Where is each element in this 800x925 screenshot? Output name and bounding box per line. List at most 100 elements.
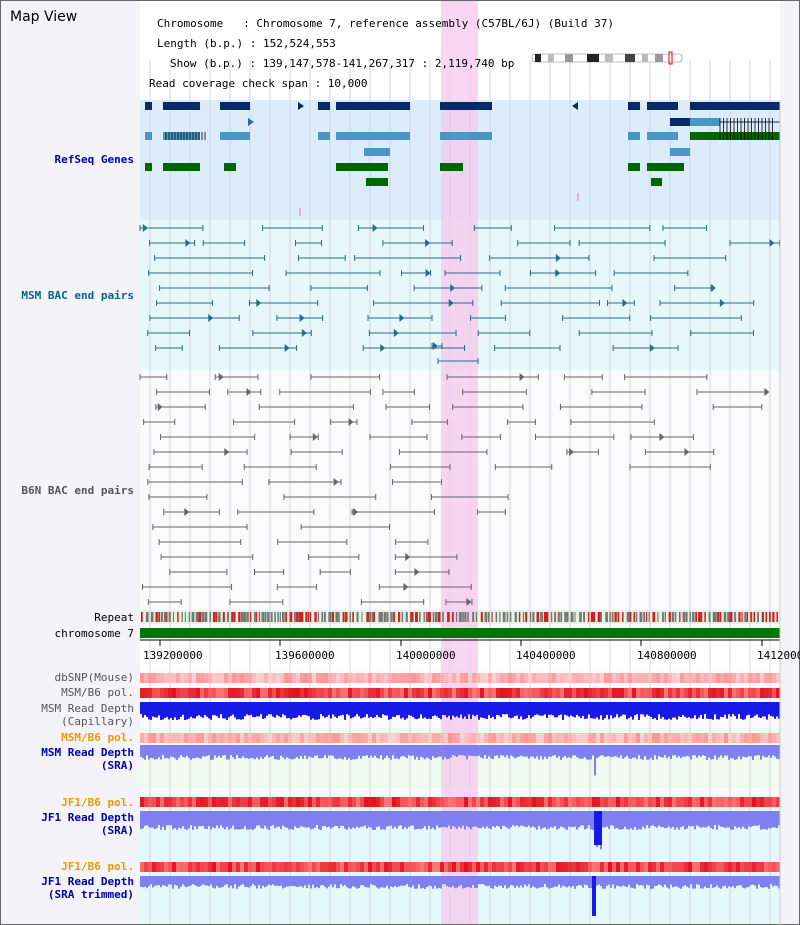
jf1-sra-depth-bar: [624, 811, 626, 827]
msm-capillary-depth-bar: [732, 702, 734, 715]
jf1-trimmed-depth-bar: [222, 876, 224, 887]
msm-capillary-depth-bar: [486, 702, 488, 720]
msm-pol-2-cell: [336, 733, 340, 743]
jf1-trimmed-depth-bar: [432, 876, 434, 889]
msm-sra-depth-bar: [730, 745, 732, 759]
msm-pol-2-cell: [500, 733, 504, 743]
msm-sra-depth-bar: [440, 745, 442, 757]
msm-capillary-depth-bar: [178, 702, 180, 720]
msm-sra-depth-bar: [618, 745, 620, 758]
dbsnp-density-cell: [196, 673, 200, 683]
msm-pol-cell: [580, 688, 584, 698]
msm-sra-depth-bar: [438, 745, 440, 757]
msm-capillary-depth-bar: [710, 702, 712, 720]
jf1-sra-depth-bar: [556, 811, 558, 830]
msm-sra-depth-bar: [344, 745, 346, 757]
msm-pol-cell: [364, 688, 368, 698]
jf1-pol-2-cell: [580, 862, 584, 872]
jf1-pol-cell: [440, 797, 444, 807]
msm-pol-2-cell: [188, 733, 192, 743]
msm-pol-2-cell: [460, 733, 464, 743]
msm-pol-cell: [700, 688, 704, 698]
jf1-pol-2-cell: [668, 862, 672, 872]
jf1-pol-cell: [396, 797, 400, 807]
jf1-pol-cell: [760, 797, 764, 807]
jf1-trimmed-depth-bar: [600, 876, 602, 887]
msm-sra-depth-bar: [742, 745, 744, 757]
msm-sra-depth-bar: [652, 745, 654, 760]
bac-end-marker: [649, 344, 655, 352]
jf1-pol-cell: [728, 797, 732, 807]
dbsnp-density-cell: [740, 673, 744, 683]
bac-end-marker: [414, 568, 420, 576]
msm-sra-depth-bar: [578, 745, 580, 759]
jf1-pol-2-cell: [152, 862, 156, 872]
jf1-trimmed-depth-bar: [544, 876, 546, 885]
dbsnp-density-cell: [272, 673, 276, 683]
msm-sra-depth-bar: [144, 745, 146, 760]
jf1-pol-cell: [656, 797, 660, 807]
jf1-pol-cell: [572, 797, 576, 807]
jf1-pol-2-cell: [528, 862, 532, 872]
msm-pol-2-cell: [388, 733, 392, 743]
jf1-pol-2-cell: [244, 862, 248, 872]
bac-end-marker: [569, 448, 575, 456]
gene-exon: [440, 163, 463, 171]
jf1-sra-depth-bar: [430, 811, 432, 829]
msm-capillary-depth-bar: [264, 702, 266, 719]
track-label-b6n-bac[interactable]: B6N BAC end pairs: [21, 484, 134, 497]
msm-capillary-depth-bar: [696, 702, 698, 720]
dbsnp-density-cell: [336, 673, 340, 683]
jf1-trimmed-depth-bar: [252, 876, 254, 885]
jf1-trimmed-depth-bar: [554, 876, 556, 887]
msm-sra-depth-bar: [632, 745, 634, 758]
repeat-element: [668, 612, 671, 622]
jf1-trimmed-depth-bar: [220, 876, 222, 888]
jf1-sra-depth-bar: [752, 811, 754, 827]
jf1-sra-depth-bar: [460, 811, 462, 829]
jf1-pol-2-cell: [232, 862, 236, 872]
jf1-pol-2-cell: [552, 862, 556, 872]
gene-exon: [364, 148, 390, 156]
jf1-trimmed-depth-bar: [492, 876, 494, 889]
jf1-sra-depth-bar: [170, 811, 172, 826]
gene-exon: [163, 102, 200, 110]
repeat-element: [317, 612, 320, 622]
msm-sra-depth-bar: [388, 745, 390, 758]
msm-sra-depth-bar: [608, 745, 610, 757]
msm-pol-cell: [676, 688, 680, 698]
dbsnp-density-cell: [724, 673, 728, 683]
msm-sra-depth-bar: [150, 745, 152, 758]
repeat-element: [277, 612, 279, 622]
jf1-trimmed-depth-bar: [730, 876, 732, 888]
jf1-pol-cell: [756, 797, 760, 807]
track-label-msm-pol-1: MSM/B6 pol.: [61, 686, 134, 699]
dbsnp-density-cell: [276, 673, 280, 683]
jf1-pol-2-cell: [764, 862, 768, 872]
jf1-pol-cell: [632, 797, 636, 807]
dbsnp-density-cell: [680, 673, 684, 683]
jf1-pol-cell: [280, 797, 284, 807]
msm-capillary-depth-bar: [346, 702, 348, 715]
jf1-sra-depth-bar: [182, 811, 184, 827]
jf1-pol-cell: [476, 797, 480, 807]
msm-pol-2-cell: [380, 733, 384, 743]
jf1-sra-depth-bar: [204, 811, 206, 829]
msm-pol-cell: [488, 688, 492, 698]
msm-sra-depth-bar: [406, 745, 408, 759]
msm-capillary-depth-bar: [570, 702, 572, 716]
msm-pol-2-cell: [468, 733, 472, 743]
repeat-element: [253, 612, 256, 622]
jf1-trimmed-depth-bar: [208, 876, 210, 887]
jf1-pol-2-cell: [228, 862, 232, 872]
jf1-pol-2-cell: [216, 862, 220, 872]
msm-sra-depth-bar: [636, 745, 638, 760]
track-label-msm-bac[interactable]: MSM BAC end pairs: [21, 289, 134, 302]
msm-capillary-depth-bar: [536, 702, 538, 715]
jf1-trimmed-depth-bar: [652, 876, 654, 889]
msm-capillary-depth-bar: [636, 702, 638, 715]
msm-pol-cell: [480, 688, 484, 698]
jf1-sra-depth-bar: [448, 811, 450, 826]
track-label-refseq[interactable]: RefSeq Genes: [54, 153, 134, 166]
